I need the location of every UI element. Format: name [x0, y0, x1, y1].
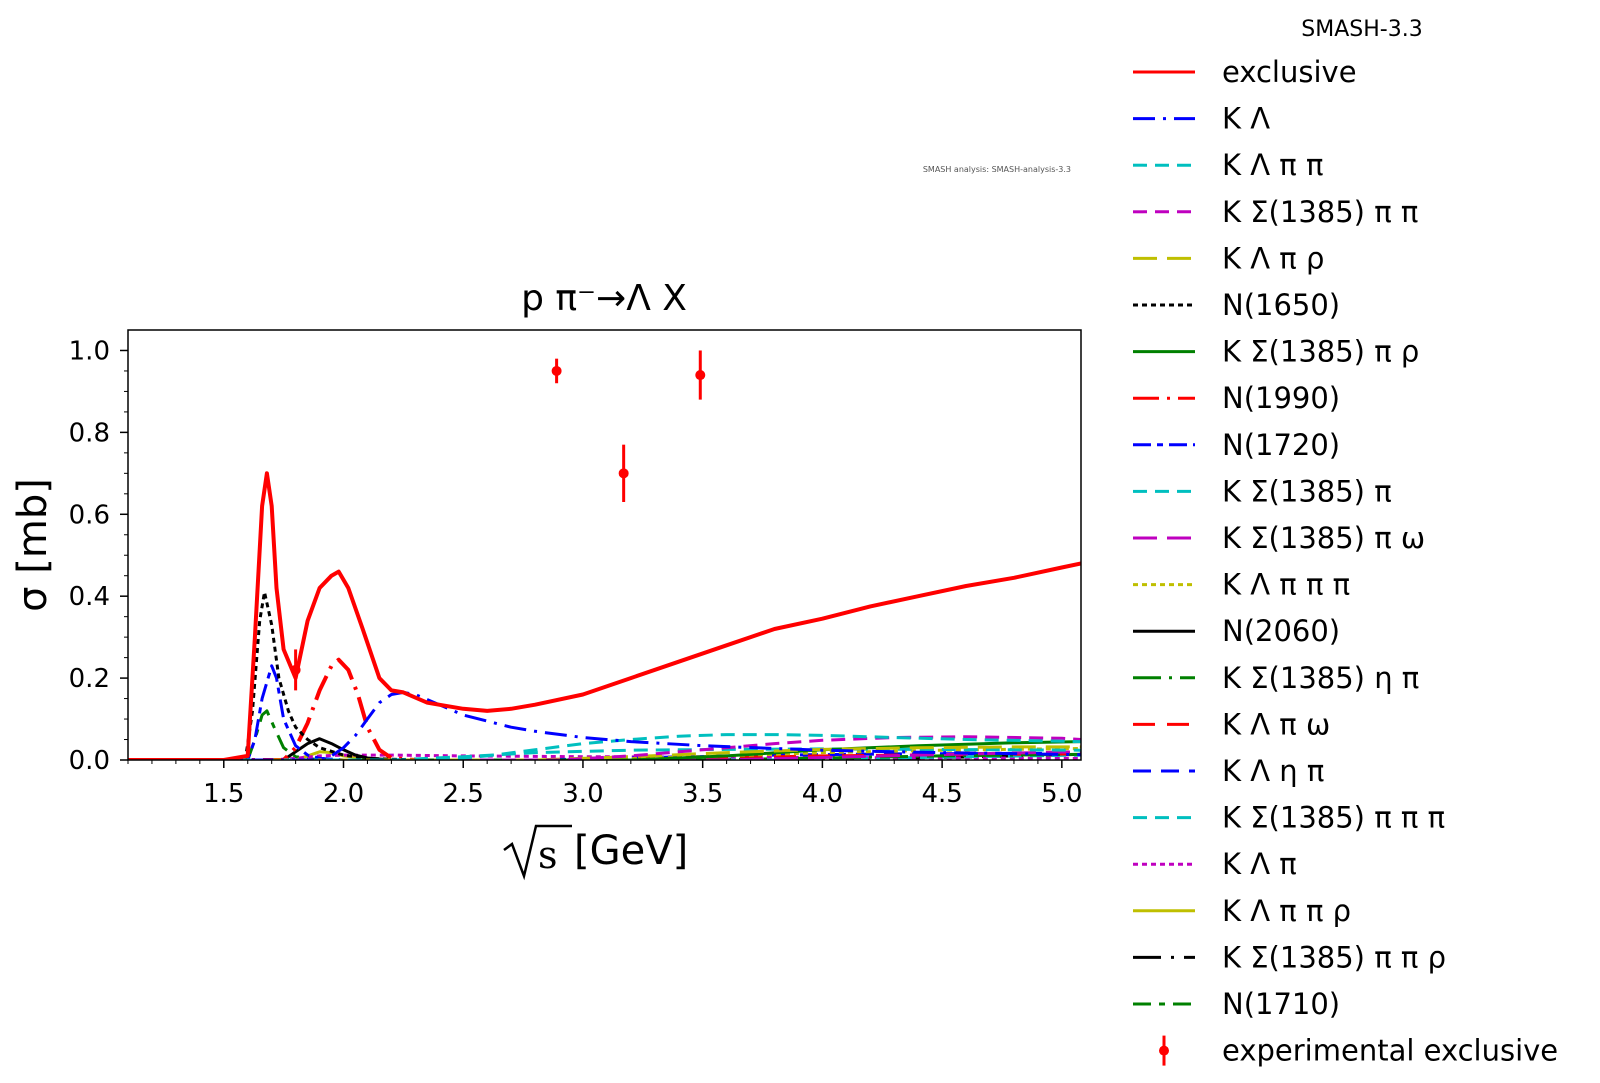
y-tick-label: 0.2: [69, 664, 110, 694]
legend-label: K Σ(1385) π: [1222, 474, 1392, 508]
legend-label: N(1650): [1222, 288, 1340, 322]
plot-area: [127, 329, 1082, 761]
legend-label: K Λ π π ρ: [1222, 894, 1351, 928]
x-tick-label: 1.5: [203, 779, 244, 809]
version-tag: SMASH analysis: SMASH-analysis-3.3: [923, 165, 1071, 174]
series-n-1720: [128, 664, 344, 760]
series-k-1385: [128, 747, 1081, 760]
x-tick-label: 2.5: [443, 779, 484, 809]
series-k-1385: [128, 735, 1081, 760]
series-n-1710: [128, 709, 320, 760]
series-exclusive: [128, 471, 1081, 760]
x-axis: 1.5 2.0 2.5 3.0 3.5 4.0 4.5 5.0: [127, 760, 1083, 809]
legend-label: K Σ(1385) η π: [1222, 661, 1419, 695]
x-axis-unit: [GeV]: [574, 828, 688, 874]
x-tick-label: 3.0: [562, 779, 603, 809]
legend-label: N(2060): [1222, 614, 1340, 648]
legend-label: K Λ: [1222, 102, 1270, 136]
series-k-1385: [128, 752, 1081, 760]
y-tick-label: 1.0: [69, 336, 110, 366]
series-k: [128, 733, 1081, 760]
x-tick-label: 4.5: [921, 779, 962, 809]
y-axis-label: σ [mb]: [10, 478, 56, 612]
y-tick-label: 0.6: [69, 500, 110, 530]
legend-items: exclusive K Λ K Λ π π K Σ(1385) π π K Λ π ρ N…: [1133, 55, 1558, 1068]
x-tick-label: 5.0: [1041, 779, 1082, 809]
legend-label: K Λ π π π: [1222, 568, 1350, 602]
legend-label: K Σ(1385) π ρ: [1222, 335, 1419, 369]
exp-point: [618, 468, 629, 479]
series-k-1385: [128, 750, 1081, 760]
legend: SMASH-3.3 exclusive K Λ K Λ π π K Σ(1385) π…: [1133, 17, 1558, 1068]
x-axis-radicand: s: [538, 833, 558, 877]
series-k: [128, 690, 1081, 760]
x-tick-label: 3.5: [682, 779, 723, 809]
legend-label: N(1720): [1222, 428, 1340, 462]
y-tick-label: 0.8: [69, 418, 110, 448]
legend-label: K Σ(1385) π π: [1222, 195, 1418, 229]
x-tick-label: 2.0: [323, 779, 364, 809]
series-layer: [128, 471, 1081, 760]
y-tick-label: 0.0: [69, 746, 110, 776]
exp-point: [551, 365, 562, 376]
legend-label: exclusive: [1222, 55, 1357, 89]
sqrt-symbol: [503, 824, 572, 881]
legend-label: K Σ(1385) π π ρ: [1222, 940, 1446, 974]
y-axis: 0.0 0.2 0.4 0.6 0.8 1.0: [69, 336, 128, 776]
experimental-points: [290, 350, 706, 691]
legend-label: N(1710): [1222, 987, 1340, 1021]
exp-point: [695, 370, 706, 381]
legend-label: K Σ(1385) π π π: [1222, 801, 1445, 835]
legend-label: K Σ(1385) π ω: [1222, 521, 1425, 555]
legend-label: K Λ η π: [1222, 754, 1324, 788]
legend-swatch-exp-point: [1159, 1045, 1169, 1056]
legend-label: experimental exclusive: [1222, 1034, 1558, 1068]
legend-label: K Λ π ω: [1222, 707, 1330, 741]
plot-frame: [127, 329, 1082, 761]
legend-title: SMASH-3.3: [1301, 17, 1422, 42]
series-n-1990: [128, 657, 416, 760]
y-tick-label: 0.4: [69, 582, 110, 612]
series-k: [128, 751, 1081, 760]
exp-point: [290, 664, 301, 675]
x-axis-label: s [GeV]: [503, 824, 688, 881]
x-tick-label: 4.0: [802, 779, 843, 809]
legend-label: K Λ π ρ: [1222, 241, 1324, 275]
chart-title: p π⁻→Λ X: [521, 278, 687, 319]
series-n-2060: [128, 737, 392, 760]
legend-label: K Λ π: [1222, 847, 1297, 881]
legend-label: K Λ π π: [1222, 148, 1323, 182]
legend-label: N(1990): [1222, 381, 1340, 415]
series-n-1650: [128, 590, 416, 760]
